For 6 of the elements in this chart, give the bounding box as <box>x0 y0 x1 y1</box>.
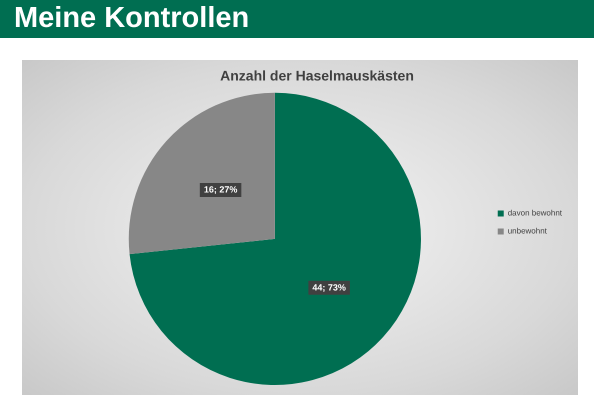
chart-subtitle: Anzahl der Haselmauskästen <box>220 67 414 84</box>
legend-label: davon bewohnt <box>508 208 563 218</box>
chart-title: Meine Kontrollen <box>14 1 250 35</box>
data-label: 44; 73% <box>312 282 346 292</box>
data-label: 16; 27% <box>204 184 238 195</box>
legend-label: unbewohnt <box>508 226 548 236</box>
